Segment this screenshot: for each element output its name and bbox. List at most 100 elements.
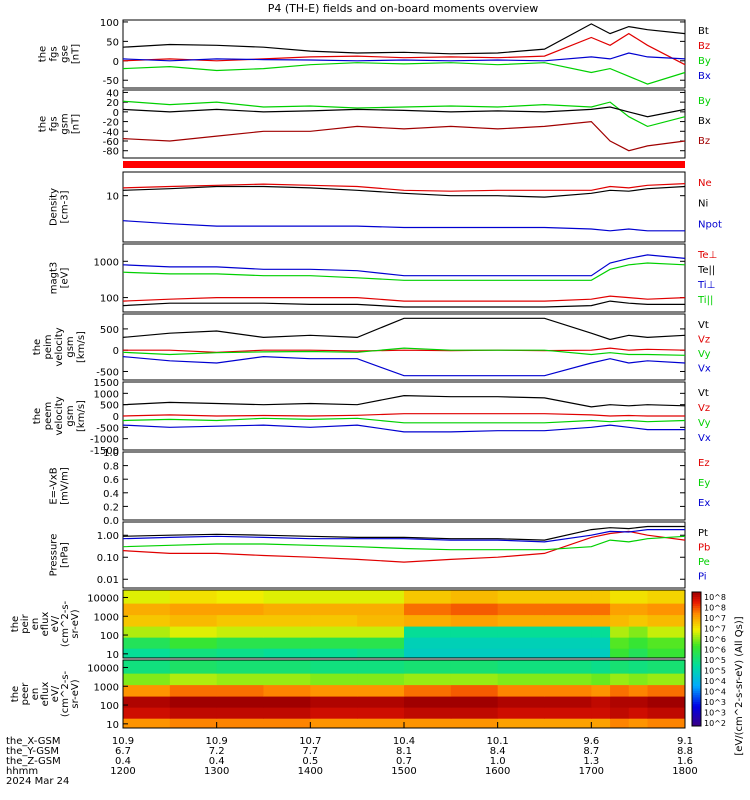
legend-label: Vt xyxy=(698,388,709,399)
spectrogram-cell xyxy=(123,614,171,627)
spectrogram-cell xyxy=(216,637,264,649)
spectrogram-cell xyxy=(169,626,218,638)
spectrogram-cell xyxy=(497,648,545,659)
series-line-Te|| xyxy=(122,300,685,308)
colorbar-cell xyxy=(692,681,701,685)
colorbar-frame xyxy=(691,591,702,727)
spectrogram-cell xyxy=(169,718,218,729)
spectrogram-cell xyxy=(497,684,545,697)
spectrogram-cell xyxy=(591,696,611,708)
y-tick-label: -500 xyxy=(96,423,119,434)
spectrogram-cell xyxy=(169,707,218,719)
spectrogram-cell xyxy=(169,673,218,686)
y-axis-label: Density xyxy=(49,188,60,226)
ephemeris-value: 1800 xyxy=(672,766,697,777)
spectrogram-cell xyxy=(123,660,171,674)
series-line-Pi xyxy=(122,528,685,543)
spectrogram-cell xyxy=(169,614,218,627)
y-axis-label: velocity xyxy=(54,327,65,366)
colorbar-tick-label: 10^3 xyxy=(704,709,726,718)
legend-label: Vz xyxy=(698,335,710,346)
spectrogram-cell xyxy=(263,648,311,659)
colorbar-cell xyxy=(692,674,701,678)
spectrogram-cell xyxy=(450,660,499,674)
y-axis-label: peem xyxy=(43,402,54,430)
spectrogram-cell xyxy=(123,603,171,616)
spectrogram-cell xyxy=(647,626,686,638)
spectrogram-cell xyxy=(216,684,264,697)
colorbar-cell xyxy=(692,641,701,644)
y-tick-label: 100 xyxy=(100,294,119,305)
spectrogram-cell xyxy=(216,696,264,708)
colorbar-tick-label: 10^6 xyxy=(704,646,726,655)
legend-label: Bt xyxy=(698,26,709,37)
spectrogram-cell xyxy=(628,637,649,649)
colorbar-cell xyxy=(692,667,701,671)
spectrogram-cell xyxy=(404,718,452,729)
spectrogram-cell xyxy=(310,718,358,729)
spectrogram-cell xyxy=(310,707,358,719)
spectrogram-cell xyxy=(450,614,499,627)
spectrogram-cell xyxy=(169,648,218,659)
spectrogram-cell xyxy=(123,707,171,719)
colorbar-cell xyxy=(692,705,701,709)
colorbar-cell xyxy=(692,650,701,653)
y-axis-label: the xyxy=(38,116,49,132)
y-tick-label: -60 xyxy=(103,137,119,148)
legend-label: Vx xyxy=(698,433,711,444)
spectrogram-cell xyxy=(544,696,592,708)
colorbar-label: [eV/(cm^2-s-sr-eV) (All Qs)] xyxy=(734,616,745,755)
ephemeris-value: 1400 xyxy=(298,766,323,777)
series-line-Vt xyxy=(122,317,686,341)
spectrogram-cell xyxy=(310,648,358,659)
y-axis-label: fgs xyxy=(49,116,60,131)
panel-frame xyxy=(122,313,686,381)
series-line-By xyxy=(122,62,686,85)
spectrogram-cell xyxy=(544,637,592,649)
y-axis-label: en xyxy=(30,688,41,701)
spectrogram-cell xyxy=(357,590,405,604)
panel-frame xyxy=(122,243,686,313)
spectrogram-cell xyxy=(628,626,649,638)
spectrogram-cell xyxy=(404,637,452,649)
colorbar-cell xyxy=(692,594,701,597)
spectrogram-cell xyxy=(647,718,686,729)
colorbar-cell xyxy=(692,603,701,606)
colorbar-tick-label: 10^4 xyxy=(704,688,726,697)
series-line-Bz xyxy=(122,120,686,152)
y-tick-label: 0.8 xyxy=(103,462,119,473)
spectrogram-cell xyxy=(357,696,405,708)
series-line-Ni xyxy=(122,185,686,198)
spectrogram-cell xyxy=(310,590,358,604)
colorbar-cell xyxy=(692,600,701,604)
series-line-Bx xyxy=(122,52,686,62)
spectrogram-cell xyxy=(216,673,264,686)
colorbar-cell xyxy=(692,643,701,647)
spectrogram-cell xyxy=(647,696,686,708)
series-line-Pt xyxy=(122,525,685,541)
spectrogram-cell xyxy=(497,603,545,616)
y-axis-label: eV/ xyxy=(50,685,61,702)
spectrogram-cell xyxy=(123,637,171,649)
spectrogram-cell xyxy=(610,718,630,729)
y-axis-label: eflux xyxy=(40,682,51,707)
legend-label: Ne xyxy=(698,178,712,189)
spectrogram-cell xyxy=(123,696,171,708)
spectrogram-cell xyxy=(169,590,218,604)
spectrogram-cell xyxy=(404,603,452,616)
colorbar-cell xyxy=(692,647,701,651)
y-axis-label: [cm-3] xyxy=(60,190,71,223)
legend-label: Bx xyxy=(698,71,711,82)
y-axis-label: [km/s] xyxy=(76,331,87,363)
colorbar-cell xyxy=(692,605,701,609)
y-tick-label: 10000 xyxy=(87,663,119,674)
spectrogram-cell xyxy=(497,707,545,719)
spectrogram-cell xyxy=(497,696,545,708)
spectrogram-cell xyxy=(497,637,545,649)
spectrogram-cell xyxy=(263,718,311,729)
legend-label: Vy xyxy=(698,349,711,360)
spectrogram-cell xyxy=(628,718,649,729)
ephemeris-value: 0.5 xyxy=(302,756,318,767)
colorbar-cell xyxy=(692,672,701,676)
